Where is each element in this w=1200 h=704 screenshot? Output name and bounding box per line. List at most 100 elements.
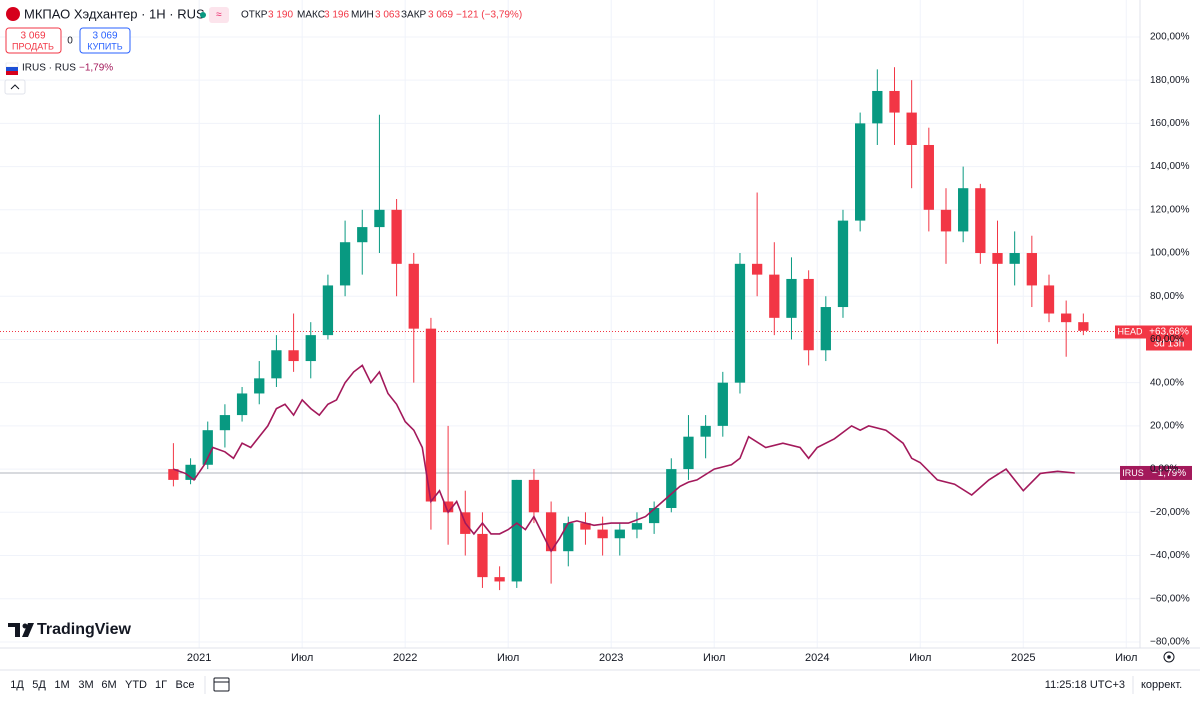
candle-body <box>339 242 351 286</box>
spread: 0 <box>67 36 73 47</box>
range-button[interactable]: 1Д <box>10 679 24 691</box>
x-tick-label: 2023 <box>599 652 623 664</box>
countdown: 3d 13h <box>1154 339 1185 350</box>
range-button[interactable]: YTD <box>125 679 147 691</box>
y-tick-label: −80,00% <box>1150 637 1190 648</box>
x-tick-label: Июл <box>291 652 313 664</box>
status-badge <box>209 7 229 23</box>
range-button[interactable]: 1М <box>54 679 69 691</box>
y-tick-label: 180,00% <box>1150 75 1190 86</box>
candle-body <box>889 90 900 113</box>
symbol-title[interactable]: МКПАО Хэдхантер · 1Н · RUS <box>24 6 205 21</box>
candle-body <box>357 227 368 243</box>
ohlc-label: ЗАКР <box>401 10 427 21</box>
flag <box>6 67 18 71</box>
y-tick-label: 140,00% <box>1150 161 1190 172</box>
y-tick-label: 0,00% <box>1150 464 1178 475</box>
candle-body <box>940 209 952 232</box>
ohlc-value: 3 069 <box>428 10 453 21</box>
candle-body <box>305 335 316 362</box>
candle-body <box>219 415 231 431</box>
sell-button[interactable] <box>5 27 62 54</box>
ohlc-value: 3 190 <box>268 10 293 21</box>
clock[interactable]: 11:25:18 UTC+3 <box>1045 679 1125 691</box>
compare-value: −1,79% <box>1152 468 1186 479</box>
x-tick-label: Июл <box>1115 652 1137 664</box>
candle-body <box>236 393 248 416</box>
sell-price: 3 069 <box>20 31 45 42</box>
candle-body <box>563 523 574 552</box>
tv-logo <box>22 623 28 629</box>
range-button[interactable]: 5Д <box>32 679 46 691</box>
candle-body <box>442 501 454 513</box>
buy-label: КУПИТЬ <box>87 41 122 51</box>
y-tick-label: 120,00% <box>1150 204 1190 215</box>
settings-icon[interactable] <box>1163 651 1175 663</box>
calendar-icon[interactable] <box>213 677 230 692</box>
candle-body <box>391 209 402 264</box>
y-tick-label: 40,00% <box>1150 377 1184 388</box>
candle-body <box>975 188 986 254</box>
candle-body <box>271 350 282 379</box>
x-tick-label: Июл <box>497 652 519 664</box>
candle-body <box>1043 285 1055 314</box>
candle-body <box>528 479 540 513</box>
range-button[interactable]: 3М <box>78 679 93 691</box>
candle-body <box>1078 322 1089 331</box>
range-button[interactable]: 1Г <box>155 679 167 691</box>
candle-body <box>322 285 334 336</box>
candle-body <box>648 507 660 524</box>
x-tick-label: 2025 <box>1011 652 1035 664</box>
candle-body <box>958 188 969 232</box>
candle-body <box>751 263 763 275</box>
candle-body <box>494 577 505 582</box>
compare-name-box <box>1120 465 1146 480</box>
ohlc-label: ОТКР <box>241 10 268 21</box>
candle-body <box>185 464 196 480</box>
status-dot <box>200 12 206 18</box>
adjust-toggle[interactable]: коррект. <box>1141 679 1182 691</box>
badge-icon: ≈ <box>216 10 222 21</box>
candle-body <box>872 90 883 124</box>
range-button[interactable]: 6М <box>101 679 116 691</box>
x-tick-label: Июл <box>909 652 931 664</box>
candle-body <box>837 220 849 308</box>
y-tick-label: 80,00% <box>1150 291 1184 302</box>
candle-body <box>511 479 522 582</box>
candle-body <box>580 523 591 530</box>
candle-body <box>631 523 643 530</box>
ohlc-label: МАКС <box>297 10 325 21</box>
last-name-box <box>1115 325 1146 339</box>
candle-body <box>288 350 299 362</box>
x-tick-label: 2021 <box>187 652 211 664</box>
flag <box>6 71 18 75</box>
collapse-button[interactable] <box>4 79 26 95</box>
candle-body <box>906 112 917 145</box>
candle-body <box>803 278 814 351</box>
candle-body <box>202 430 213 465</box>
range-button[interactable]: Все <box>176 679 195 691</box>
y-tick-label: 160,00% <box>1150 118 1190 129</box>
x-tick-label: 2022 <box>393 652 417 664</box>
candle-body <box>614 529 625 539</box>
candle-body <box>1009 253 1020 264</box>
price-labels: HEAD +63,68%3d 13h IRUS −1,79% <box>1115 325 1192 480</box>
candle-body <box>425 328 437 502</box>
flag <box>5 62 19 68</box>
candle-body <box>769 274 780 318</box>
candle-body <box>734 263 746 383</box>
candle-body <box>992 253 1003 264</box>
buy-button[interactable] <box>79 27 131 54</box>
candle-body <box>820 307 831 351</box>
compare-change: −1,79% <box>79 63 113 74</box>
ohlc-change: −121 (−3,79%) <box>456 10 522 21</box>
sell-label: ПРОДАТЬ <box>12 41 54 51</box>
tv-logo <box>8 623 34 637</box>
ohlc-label: МИН <box>351 10 374 21</box>
compare-name[interactable]: IRUS · RUS <box>22 63 76 74</box>
candle-body <box>374 209 385 228</box>
y-tick-label: 200,00% <box>1150 32 1190 43</box>
candle-body <box>683 436 694 470</box>
last-value-box <box>1146 325 1192 351</box>
